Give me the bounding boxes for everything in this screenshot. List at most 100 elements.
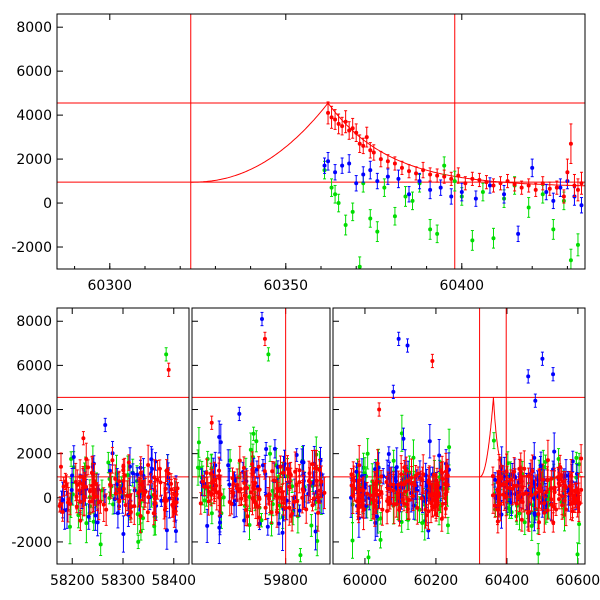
data-point <box>278 464 283 469</box>
data-point <box>360 493 365 498</box>
data-point <box>502 192 507 197</box>
data-point <box>262 469 267 474</box>
data-point <box>385 159 390 164</box>
data-point <box>529 475 534 480</box>
data-point <box>365 491 370 496</box>
y-tick-label: -2000 <box>11 240 52 256</box>
data-point <box>435 231 440 236</box>
data-point <box>281 497 286 502</box>
data-point <box>135 512 140 517</box>
data-point <box>227 500 232 505</box>
data-point <box>237 411 242 416</box>
data-point <box>301 488 306 493</box>
data-point <box>525 511 530 516</box>
data-point <box>294 453 299 458</box>
data-point <box>350 126 355 131</box>
data-point <box>259 317 264 322</box>
data-point <box>322 490 327 495</box>
data-point <box>135 472 140 477</box>
data-point <box>136 539 141 544</box>
data-point <box>74 504 79 509</box>
data-point <box>115 482 120 487</box>
data-point <box>544 190 549 195</box>
data-point <box>388 501 393 506</box>
data-point <box>308 480 313 485</box>
data-point <box>375 179 380 184</box>
data-point <box>365 451 370 456</box>
data-point <box>158 480 163 485</box>
data-point <box>233 478 238 483</box>
data-point <box>574 475 579 480</box>
data-point <box>544 490 549 495</box>
data-point <box>542 510 547 515</box>
data-point <box>516 231 521 236</box>
data-point <box>549 502 554 507</box>
data-point <box>533 398 538 403</box>
data-point <box>361 172 366 177</box>
data-point <box>115 511 120 516</box>
data-point <box>512 469 517 474</box>
data-point <box>368 148 373 153</box>
data-point <box>391 502 396 507</box>
data-point <box>420 477 425 482</box>
data-point <box>428 187 433 192</box>
data-point <box>333 170 338 175</box>
data-point <box>405 507 410 512</box>
data-point <box>234 486 239 491</box>
data-point <box>397 505 402 510</box>
bottom-plot-frame <box>332 307 586 565</box>
data-point <box>354 181 359 186</box>
data-point <box>297 480 302 485</box>
data-point <box>421 472 426 477</box>
data-point <box>244 486 249 491</box>
data-point <box>530 165 535 170</box>
data-point <box>281 470 286 475</box>
data-point <box>333 117 338 122</box>
data-point <box>343 119 348 124</box>
data-point <box>445 523 450 528</box>
data-point <box>138 470 143 475</box>
data-point <box>317 467 322 472</box>
data-point <box>145 510 150 515</box>
data-point <box>579 203 584 208</box>
data-point <box>470 238 475 243</box>
x-tick-label: 58400 <box>151 573 196 589</box>
data-point <box>391 458 396 463</box>
data-point <box>518 499 523 504</box>
data-point <box>128 504 133 509</box>
data-point <box>579 487 584 492</box>
data-point <box>205 523 210 528</box>
data-point <box>259 518 264 523</box>
data-point <box>319 479 324 484</box>
data-point <box>350 209 355 214</box>
data-point <box>470 176 475 181</box>
data-point <box>108 482 113 487</box>
data-point <box>526 374 531 379</box>
data-point <box>247 494 252 499</box>
data-point <box>309 523 314 528</box>
data-point <box>545 508 550 513</box>
data-point <box>287 505 292 510</box>
model-curve <box>479 397 515 482</box>
y-tick-label: 8000 <box>16 20 52 36</box>
data-point <box>554 185 559 190</box>
data-point <box>239 496 244 501</box>
data-point <box>414 171 419 176</box>
data-point <box>213 463 218 468</box>
data-point <box>151 511 156 516</box>
data-point <box>426 480 431 485</box>
bottom-segment: 60000 60200 60400 60600 <box>332 307 600 589</box>
data-point <box>519 479 524 484</box>
data-point <box>357 141 362 146</box>
data-point <box>373 520 378 525</box>
data-point <box>442 174 447 179</box>
data-point <box>396 482 401 487</box>
data-point <box>562 498 567 503</box>
data-point <box>577 462 582 467</box>
data-point <box>198 501 203 506</box>
data-point <box>200 479 205 484</box>
data-point <box>572 183 577 188</box>
data-point <box>459 190 464 195</box>
data-point <box>314 466 319 471</box>
bottom-segment: -2000 0 2000 4000 6000 8000 58200 58300 58400 <box>11 307 196 589</box>
